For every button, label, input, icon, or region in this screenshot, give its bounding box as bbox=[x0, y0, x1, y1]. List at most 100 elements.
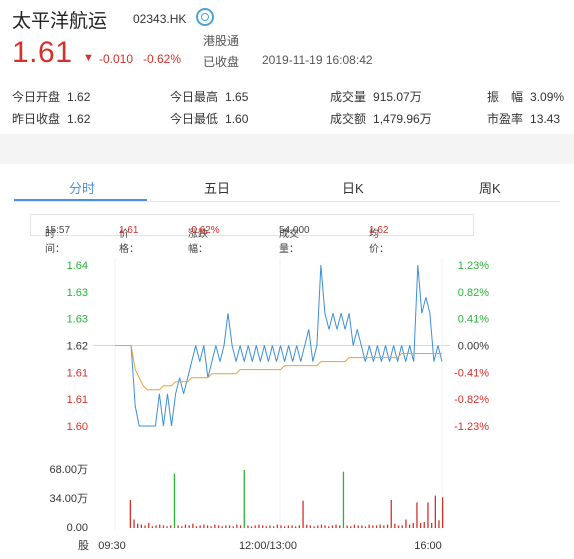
volume-bar bbox=[236, 524, 238, 528]
volume-bar bbox=[313, 526, 315, 528]
stat-prev-close: 昨日收盘 1.62 bbox=[12, 112, 91, 126]
volume-axis-label: 68.00万 bbox=[49, 464, 88, 476]
volume-bar bbox=[137, 523, 139, 528]
volume-bar bbox=[133, 519, 135, 528]
volume-bar bbox=[372, 525, 374, 528]
volume-bar bbox=[247, 525, 249, 528]
pct-axis-label: 0.41% bbox=[458, 314, 489, 326]
market-status: 已收盘 bbox=[203, 55, 240, 69]
volume-bar bbox=[383, 525, 385, 528]
volume-bar bbox=[364, 526, 367, 528]
volume-bar bbox=[232, 526, 234, 528]
volume-bar bbox=[199, 525, 201, 528]
price-axis-label: 1.63 bbox=[67, 287, 88, 299]
price-line bbox=[115, 264, 443, 427]
volume-bar bbox=[184, 524, 187, 528]
stat-turnover: 成交额 1,479.96万 bbox=[330, 112, 432, 126]
volume-bar bbox=[188, 525, 190, 528]
volume-bar bbox=[397, 525, 400, 528]
volume-bar bbox=[346, 525, 348, 528]
volume-bar bbox=[262, 525, 264, 528]
volume-bar bbox=[225, 525, 227, 528]
volume-bar bbox=[306, 524, 308, 528]
volume-bar bbox=[412, 522, 414, 528]
time-axis-label: 16:00 bbox=[414, 540, 442, 552]
volume-bar bbox=[408, 524, 411, 528]
pct-axis-label: -1.23% bbox=[454, 421, 489, 433]
pct-axis-label: -0.82% bbox=[454, 394, 489, 406]
stat-pe-ratio: 市盈率 13.43 bbox=[487, 112, 561, 126]
volume-bar bbox=[375, 525, 378, 528]
volume-bar bbox=[298, 525, 300, 528]
volume-bar bbox=[243, 470, 245, 528]
tab-five-day[interactable]: 五日 bbox=[204, 181, 231, 196]
volume-bar bbox=[394, 523, 396, 528]
volume-bar bbox=[390, 499, 392, 528]
volume-bar bbox=[210, 526, 212, 528]
volume-bar bbox=[273, 526, 275, 528]
tab-daily-k[interactable]: 日K bbox=[342, 181, 364, 196]
hk-connect-label: 港股通 bbox=[203, 34, 240, 48]
volume-bar bbox=[361, 525, 363, 528]
volume-bar bbox=[317, 525, 319, 528]
tab-divider bbox=[14, 201, 560, 202]
crosshair-info-bar: 时间： 15:57 价格： 1.61 涨跌幅： -0.62% 成交量： 54,000 均… bbox=[30, 214, 474, 255]
volume-axis-label: 34.00万 bbox=[49, 493, 88, 505]
volume-bar bbox=[328, 526, 330, 528]
volume-bar bbox=[405, 519, 407, 528]
volume-bar bbox=[254, 525, 256, 528]
tab-intraday[interactable]: 分时 bbox=[69, 181, 96, 196]
volume-bar bbox=[309, 525, 311, 528]
volume-bar bbox=[291, 525, 293, 528]
volume-bar bbox=[420, 522, 422, 528]
volume-bar bbox=[438, 520, 440, 528]
volume-bar bbox=[357, 525, 359, 528]
stat-low: 今日最低 1.60 bbox=[170, 112, 249, 126]
volume-bar bbox=[217, 525, 220, 528]
price-axis-label: 1.62 bbox=[67, 341, 88, 353]
average-price-line bbox=[115, 345, 442, 391]
volume-bar bbox=[276, 524, 278, 528]
price-axis-label: 1.61 bbox=[67, 394, 88, 406]
volume-bar bbox=[386, 524, 389, 528]
volume-bar bbox=[129, 499, 131, 528]
volume-bar bbox=[335, 524, 337, 528]
volume-unit-label: 股 bbox=[78, 539, 89, 552]
price-axis-label: 1.63 bbox=[67, 314, 88, 326]
stat-high: 今日最高 1.65 bbox=[170, 90, 249, 104]
volume-bar bbox=[416, 502, 418, 528]
stock-name: 太平洋航运 bbox=[12, 11, 108, 32]
volume-bar bbox=[148, 522, 150, 528]
volume-bar bbox=[221, 526, 223, 528]
price-axis-label: 1.64 bbox=[67, 260, 88, 272]
stat-open: 今日开盘 1.62 bbox=[12, 90, 91, 104]
volume-bar bbox=[214, 524, 216, 528]
volume-bar bbox=[368, 524, 370, 528]
stat-amplitude: 振 幅 3.09% bbox=[487, 90, 565, 104]
current-price: 1.61 bbox=[12, 36, 73, 69]
tab-weekly-k[interactable]: 周K bbox=[479, 181, 501, 196]
volume-bar bbox=[144, 525, 146, 528]
volume-bar bbox=[166, 526, 168, 528]
stat-volume: 成交量 915.07万 bbox=[330, 90, 422, 104]
volume-bar bbox=[287, 525, 289, 528]
volume-bar bbox=[181, 526, 183, 528]
volume-bar bbox=[324, 525, 326, 528]
pct-axis-label: 1.23% bbox=[458, 260, 489, 272]
volume-bar bbox=[401, 525, 403, 528]
volume-bar bbox=[258, 524, 260, 528]
volume-bar bbox=[195, 526, 198, 528]
section-separator bbox=[0, 134, 574, 164]
volume-axis-label: 0.00 bbox=[67, 522, 88, 534]
price-change-pct: -0.62% bbox=[143, 52, 182, 66]
pct-axis-label: 0.00% bbox=[458, 341, 489, 353]
volume-bar bbox=[284, 526, 286, 528]
stock-code: 02343.HK bbox=[133, 12, 187, 26]
pct-axis-label: 0.82% bbox=[458, 287, 489, 299]
volume-bar bbox=[353, 524, 356, 528]
volume-bar bbox=[302, 500, 304, 528]
volume-bar bbox=[228, 525, 231, 528]
volume-bar bbox=[320, 524, 323, 528]
hk-connect-icon[interactable] bbox=[196, 8, 214, 26]
